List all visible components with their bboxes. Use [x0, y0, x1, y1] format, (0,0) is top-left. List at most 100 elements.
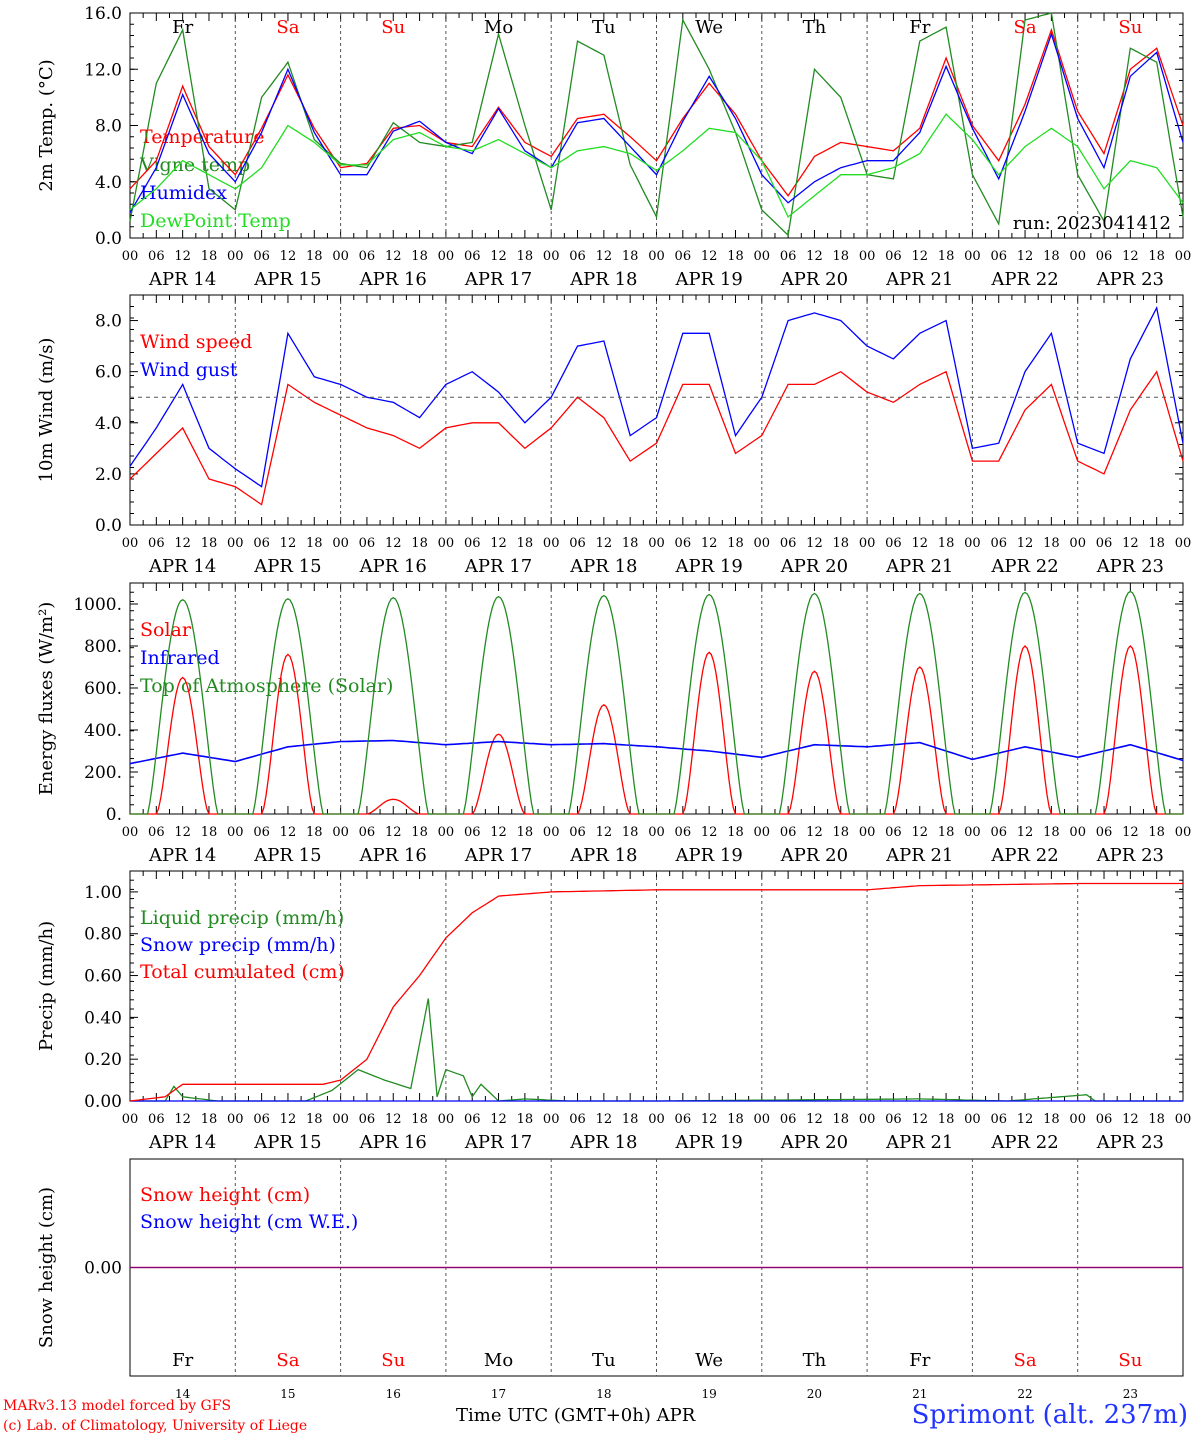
hour-label: 18 [201, 1112, 218, 1127]
hour-label: 06 [1096, 249, 1113, 264]
hour-label: 00 [648, 536, 665, 551]
hour-label: 06 [885, 1112, 902, 1127]
y-tick-label: 1.00 [84, 883, 122, 903]
series-line [130, 590, 1183, 815]
hour-label: 00 [1069, 825, 1086, 840]
hour-label: 12 [174, 825, 191, 840]
hour-label: 06 [253, 536, 270, 551]
date-label: APR 15 [253, 556, 321, 577]
hour-label: 00 [543, 536, 560, 551]
y-tick-label: 0.40 [84, 1008, 122, 1028]
date-label: APR 14 [148, 1132, 216, 1153]
hour-label: 06 [1096, 536, 1113, 551]
hour-label: 18 [306, 249, 323, 264]
series-line [129, 113, 1184, 218]
y-tick-label: 0.0 [95, 516, 122, 536]
hour-label: 18 [306, 536, 323, 551]
hour-label: 12 [490, 536, 507, 551]
y-tick-label: 200. [84, 763, 122, 783]
y-tick-label: 600. [84, 679, 122, 699]
day-name-top: We [695, 17, 723, 38]
y-tick-label: 0.00 [84, 1092, 122, 1112]
y-tick-label: 16.0 [84, 4, 122, 24]
date-label: APR 15 [253, 845, 321, 866]
x-axis-label: Time UTC (GMT+0h) [456, 1405, 651, 1426]
hour-label: 18 [727, 825, 744, 840]
station-name: Sprimont (alt. 237m) [911, 1400, 1188, 1430]
hour-label: 06 [253, 825, 270, 840]
y-axis-label: 10m Wind (m/s) [36, 338, 57, 483]
hour-label: 00 [122, 1112, 139, 1127]
hour-label: 06 [148, 825, 165, 840]
y-tick-label: 2.0 [95, 465, 122, 485]
hour-label: 00 [227, 249, 244, 264]
hour-label: 00 [227, 825, 244, 840]
hour-label: 12 [806, 1112, 823, 1127]
hour-label: 12 [1017, 249, 1034, 264]
day-number: 14 [175, 1387, 191, 1401]
hour-label: 00 [859, 536, 876, 551]
day-name-bottom: Tu [592, 1350, 616, 1371]
hour-label: 00 [754, 536, 771, 551]
hour-label: 06 [675, 1112, 692, 1127]
hour-label: 12 [385, 825, 402, 840]
hour-label: 00 [964, 249, 981, 264]
hour-label: 12 [911, 825, 928, 840]
hour-label: 18 [833, 1112, 850, 1127]
date-label: APR 16 [359, 1132, 427, 1153]
hour-label: 12 [596, 249, 613, 264]
hour-label: 12 [1122, 1112, 1139, 1127]
y-axis-label: Energy fluxes (W/m²) [36, 602, 57, 796]
legend-entry: Total cumulated (cm) [140, 961, 345, 983]
date-label: APR 21 [885, 556, 953, 577]
hour-label: 00 [1175, 825, 1192, 840]
hour-label: 00 [754, 1112, 771, 1127]
date-label: APR 19 [675, 556, 743, 577]
day-number: 21 [912, 1387, 927, 1401]
day-name-bottom: We [695, 1350, 723, 1371]
legend-entry: Wind speed [140, 331, 252, 353]
hour-label: 06 [359, 536, 376, 551]
hour-label: 18 [306, 825, 323, 840]
legend-entry: Solar [140, 619, 192, 641]
date-label: APR 16 [359, 556, 427, 577]
hour-label: 12 [174, 249, 191, 264]
hour-label: 00 [1069, 249, 1086, 264]
run-annotation: run: 2023041412 [1013, 213, 1171, 234]
series-line [129, 739, 1184, 765]
hour-label: 18 [517, 825, 534, 840]
hour-label: 00 [648, 249, 665, 264]
hour-label: 00 [332, 1112, 349, 1127]
date-label: APR 18 [569, 269, 637, 290]
hour-label: 12 [174, 1112, 191, 1127]
hour-label: 18 [1148, 536, 1165, 551]
y-tick-label: 0.00 [84, 1259, 122, 1279]
hour-label: 12 [806, 825, 823, 840]
date-label: APR 19 [675, 269, 743, 290]
hour-label: 18 [727, 536, 744, 551]
date-label: APR 16 [359, 845, 427, 866]
hour-label: 00 [754, 825, 771, 840]
date-label: APR 17 [464, 845, 532, 866]
hour-label: 06 [780, 1112, 797, 1127]
y-tick-label: 0.80 [84, 925, 122, 945]
day-number: 23 [1123, 1387, 1138, 1401]
hour-label: 18 [517, 1112, 534, 1127]
y-axis-label: Precip (mm/h) [36, 921, 57, 1051]
hour-label: 12 [280, 249, 297, 264]
date-label: APR 17 [464, 556, 532, 577]
hour-label: 18 [622, 825, 639, 840]
series-line [129, 370, 1184, 506]
date-label: APR 14 [148, 845, 216, 866]
hour-label: 18 [411, 1112, 428, 1127]
hour-label: 18 [1148, 249, 1165, 264]
hour-label: 06 [359, 249, 376, 264]
date-label: APR 18 [569, 1132, 637, 1153]
hour-label: 12 [701, 825, 718, 840]
day-name-bottom: Mo [484, 1350, 513, 1371]
hour-label: 12 [280, 536, 297, 551]
hour-label: 00 [648, 1112, 665, 1127]
hour-label: 06 [990, 1112, 1007, 1127]
hour-label: 06 [569, 1112, 586, 1127]
hour-label: 06 [780, 249, 797, 264]
